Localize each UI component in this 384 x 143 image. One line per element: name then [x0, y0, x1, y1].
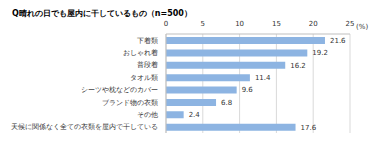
svg-text:おしゃれ着: おしゃれ着 — [123, 49, 158, 57]
svg-text:21.6: 21.6 — [330, 37, 346, 45]
svg-text:15: 15 — [272, 20, 281, 28]
svg-text:タオル類: タオル類 — [130, 74, 158, 82]
svg-text:16.2: 16.2 — [290, 62, 306, 70]
svg-text:下着類: 下着類 — [137, 37, 158, 45]
svg-text:17.6: 17.6 — [301, 124, 317, 132]
svg-text:0: 0 — [164, 20, 168, 28]
svg-text:25: 25 — [346, 20, 355, 28]
svg-text:2.4: 2.4 — [189, 111, 201, 119]
svg-text:6.8: 6.8 — [221, 99, 232, 107]
svg-text:その他: その他 — [137, 111, 158, 119]
svg-text:(%): (%) — [356, 23, 368, 31]
svg-text:19.2: 19.2 — [312, 49, 328, 57]
svg-text:11.4: 11.4 — [255, 74, 271, 82]
svg-text:天候に関係なく全ての衣類を屋内で干している: 天候に関係なく全ての衣類を屋内で干している — [11, 123, 158, 131]
svg-text:普段着: 普段着 — [137, 60, 158, 69]
svg-text:10: 10 — [235, 20, 244, 28]
svg-text:9.6: 9.6 — [242, 86, 254, 94]
svg-text:シーツや枕などのカバー: シーツや枕などのカバー — [81, 86, 158, 94]
html-text:Q晴れの日でも屋内に干しているもの（n=500）: Q晴れの日でも屋内に干しているもの（n=500） — [12, 9, 192, 18]
svg-text:20: 20 — [309, 20, 318, 28]
svg-text:5: 5 — [201, 20, 205, 28]
svg-text:ブランド物の衣類: ブランド物の衣類 — [102, 99, 158, 107]
